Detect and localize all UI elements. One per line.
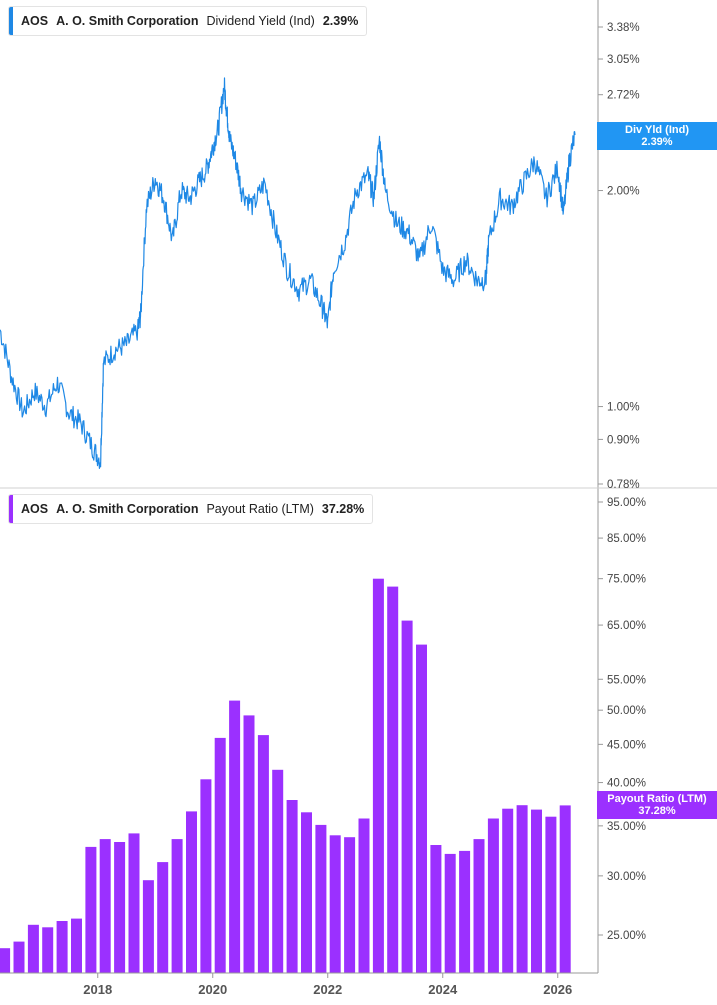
payout-bar	[56, 921, 68, 973]
y-tick-label: 2.00%	[607, 186, 640, 198]
payout-tag-value: 37.28%	[638, 805, 676, 817]
y-tick-label: 0.78%	[607, 479, 640, 491]
yield-tag-label: Div Yld (Ind)	[625, 124, 689, 136]
payout-bar	[416, 644, 427, 973]
y-tick-label: 0.90%	[607, 434, 640, 446]
y-tick-label: 85.00%	[607, 533, 646, 545]
payout-bar	[42, 927, 54, 973]
payout-bar	[71, 918, 82, 973]
x-tick-label: 2020	[198, 982, 227, 997]
bottom-legend[interactable]: AOS A. O. Smith Corporation Payout Ratio…	[8, 494, 374, 524]
payout-bar	[257, 735, 269, 973]
payout-bar	[142, 880, 154, 973]
payout-bar	[502, 808, 514, 973]
top-legend-metric: Dividend Yield (Ind)	[206, 14, 315, 28]
yield-tag-value: 2.39%	[641, 136, 673, 148]
top-legend[interactable]: AOS A. O. Smith Corporation Dividend Yie…	[8, 6, 368, 36]
payout-bar	[344, 837, 356, 973]
y-tick-label: 1.00%	[607, 402, 640, 414]
payout-bar	[329, 835, 341, 973]
bottom-legend-company: A. O. Smith Corporation	[56, 502, 199, 516]
y-tick-label: 35.00%	[607, 821, 646, 833]
y-tick-label: 55.00%	[607, 674, 646, 686]
payout-bar	[531, 809, 542, 973]
payout-bar	[387, 586, 399, 973]
payout-bar	[315, 824, 327, 973]
payout-bar	[473, 839, 485, 973]
payout-bar	[0, 948, 11, 973]
bottom-legend-metric: Payout Ratio (LTM)	[206, 502, 314, 516]
payout-bar	[516, 805, 528, 973]
payout-tag-label: Payout Ratio (LTM)	[607, 793, 707, 805]
payout-bar	[171, 839, 183, 973]
payout-bar	[200, 779, 212, 973]
y-tick-label: 40.00%	[607, 778, 646, 790]
payout-bar	[157, 862, 169, 973]
payout-bar	[13, 941, 25, 973]
payout-bar	[99, 839, 111, 973]
x-tick-label: 2022	[313, 982, 342, 997]
payout-bar	[229, 700, 241, 973]
y-tick-label: 30.00%	[607, 871, 646, 883]
y-tick-label: 65.00%	[607, 620, 646, 632]
y-tick-label: 3.05%	[607, 54, 640, 66]
bottom-legend-value: 37.28%	[321, 502, 365, 516]
payout-bar	[85, 846, 97, 973]
payout-bar	[545, 816, 557, 973]
payout-bar	[243, 715, 255, 973]
payout-bar	[487, 818, 499, 973]
y-tick-label: 45.00%	[607, 739, 646, 751]
yield-line	[0, 77, 576, 469]
top-legend-company: A. O. Smith Corporation	[56, 14, 199, 28]
payout-bar	[358, 818, 370, 973]
payout-bar	[186, 811, 197, 973]
payout-bar	[372, 578, 384, 973]
y-tick-label: 3.38%	[607, 22, 640, 34]
payout-bar	[301, 812, 312, 973]
bottom-legend-ticker: AOS	[21, 502, 49, 516]
x-tick-label: 2018	[83, 982, 112, 997]
payout-bar	[272, 769, 284, 973]
x-tick-label: 2024	[428, 982, 458, 997]
y-tick-label: 2.72%	[607, 90, 640, 102]
top-legend-color	[9, 7, 13, 35]
payout-bar	[114, 842, 126, 973]
y-tick-label: 95.00%	[607, 497, 646, 509]
payout-bar	[559, 805, 571, 973]
y-tick-label: 25.00%	[607, 930, 646, 942]
payout-bar	[430, 845, 442, 973]
top-legend-value: 2.39%	[322, 14, 359, 28]
y-tick-label: 50.00%	[607, 705, 646, 717]
payout-bar	[286, 800, 298, 973]
x-tick-label: 2026	[543, 982, 572, 997]
top-legend-ticker: AOS	[21, 14, 49, 28]
y-tick-label: 75.00%	[607, 574, 646, 586]
payout-bar	[401, 620, 413, 973]
payout-bar	[459, 850, 471, 973]
payout-bar	[444, 853, 456, 973]
bottom-legend-color	[9, 495, 13, 523]
payout-bar	[128, 833, 140, 973]
yield-value-tag: Div Yld (Ind) 2.39%	[597, 122, 717, 150]
payout-bar	[27, 924, 39, 973]
payout-value-tag: Payout Ratio (LTM) 37.28%	[597, 791, 717, 819]
payout-bar	[214, 737, 226, 973]
